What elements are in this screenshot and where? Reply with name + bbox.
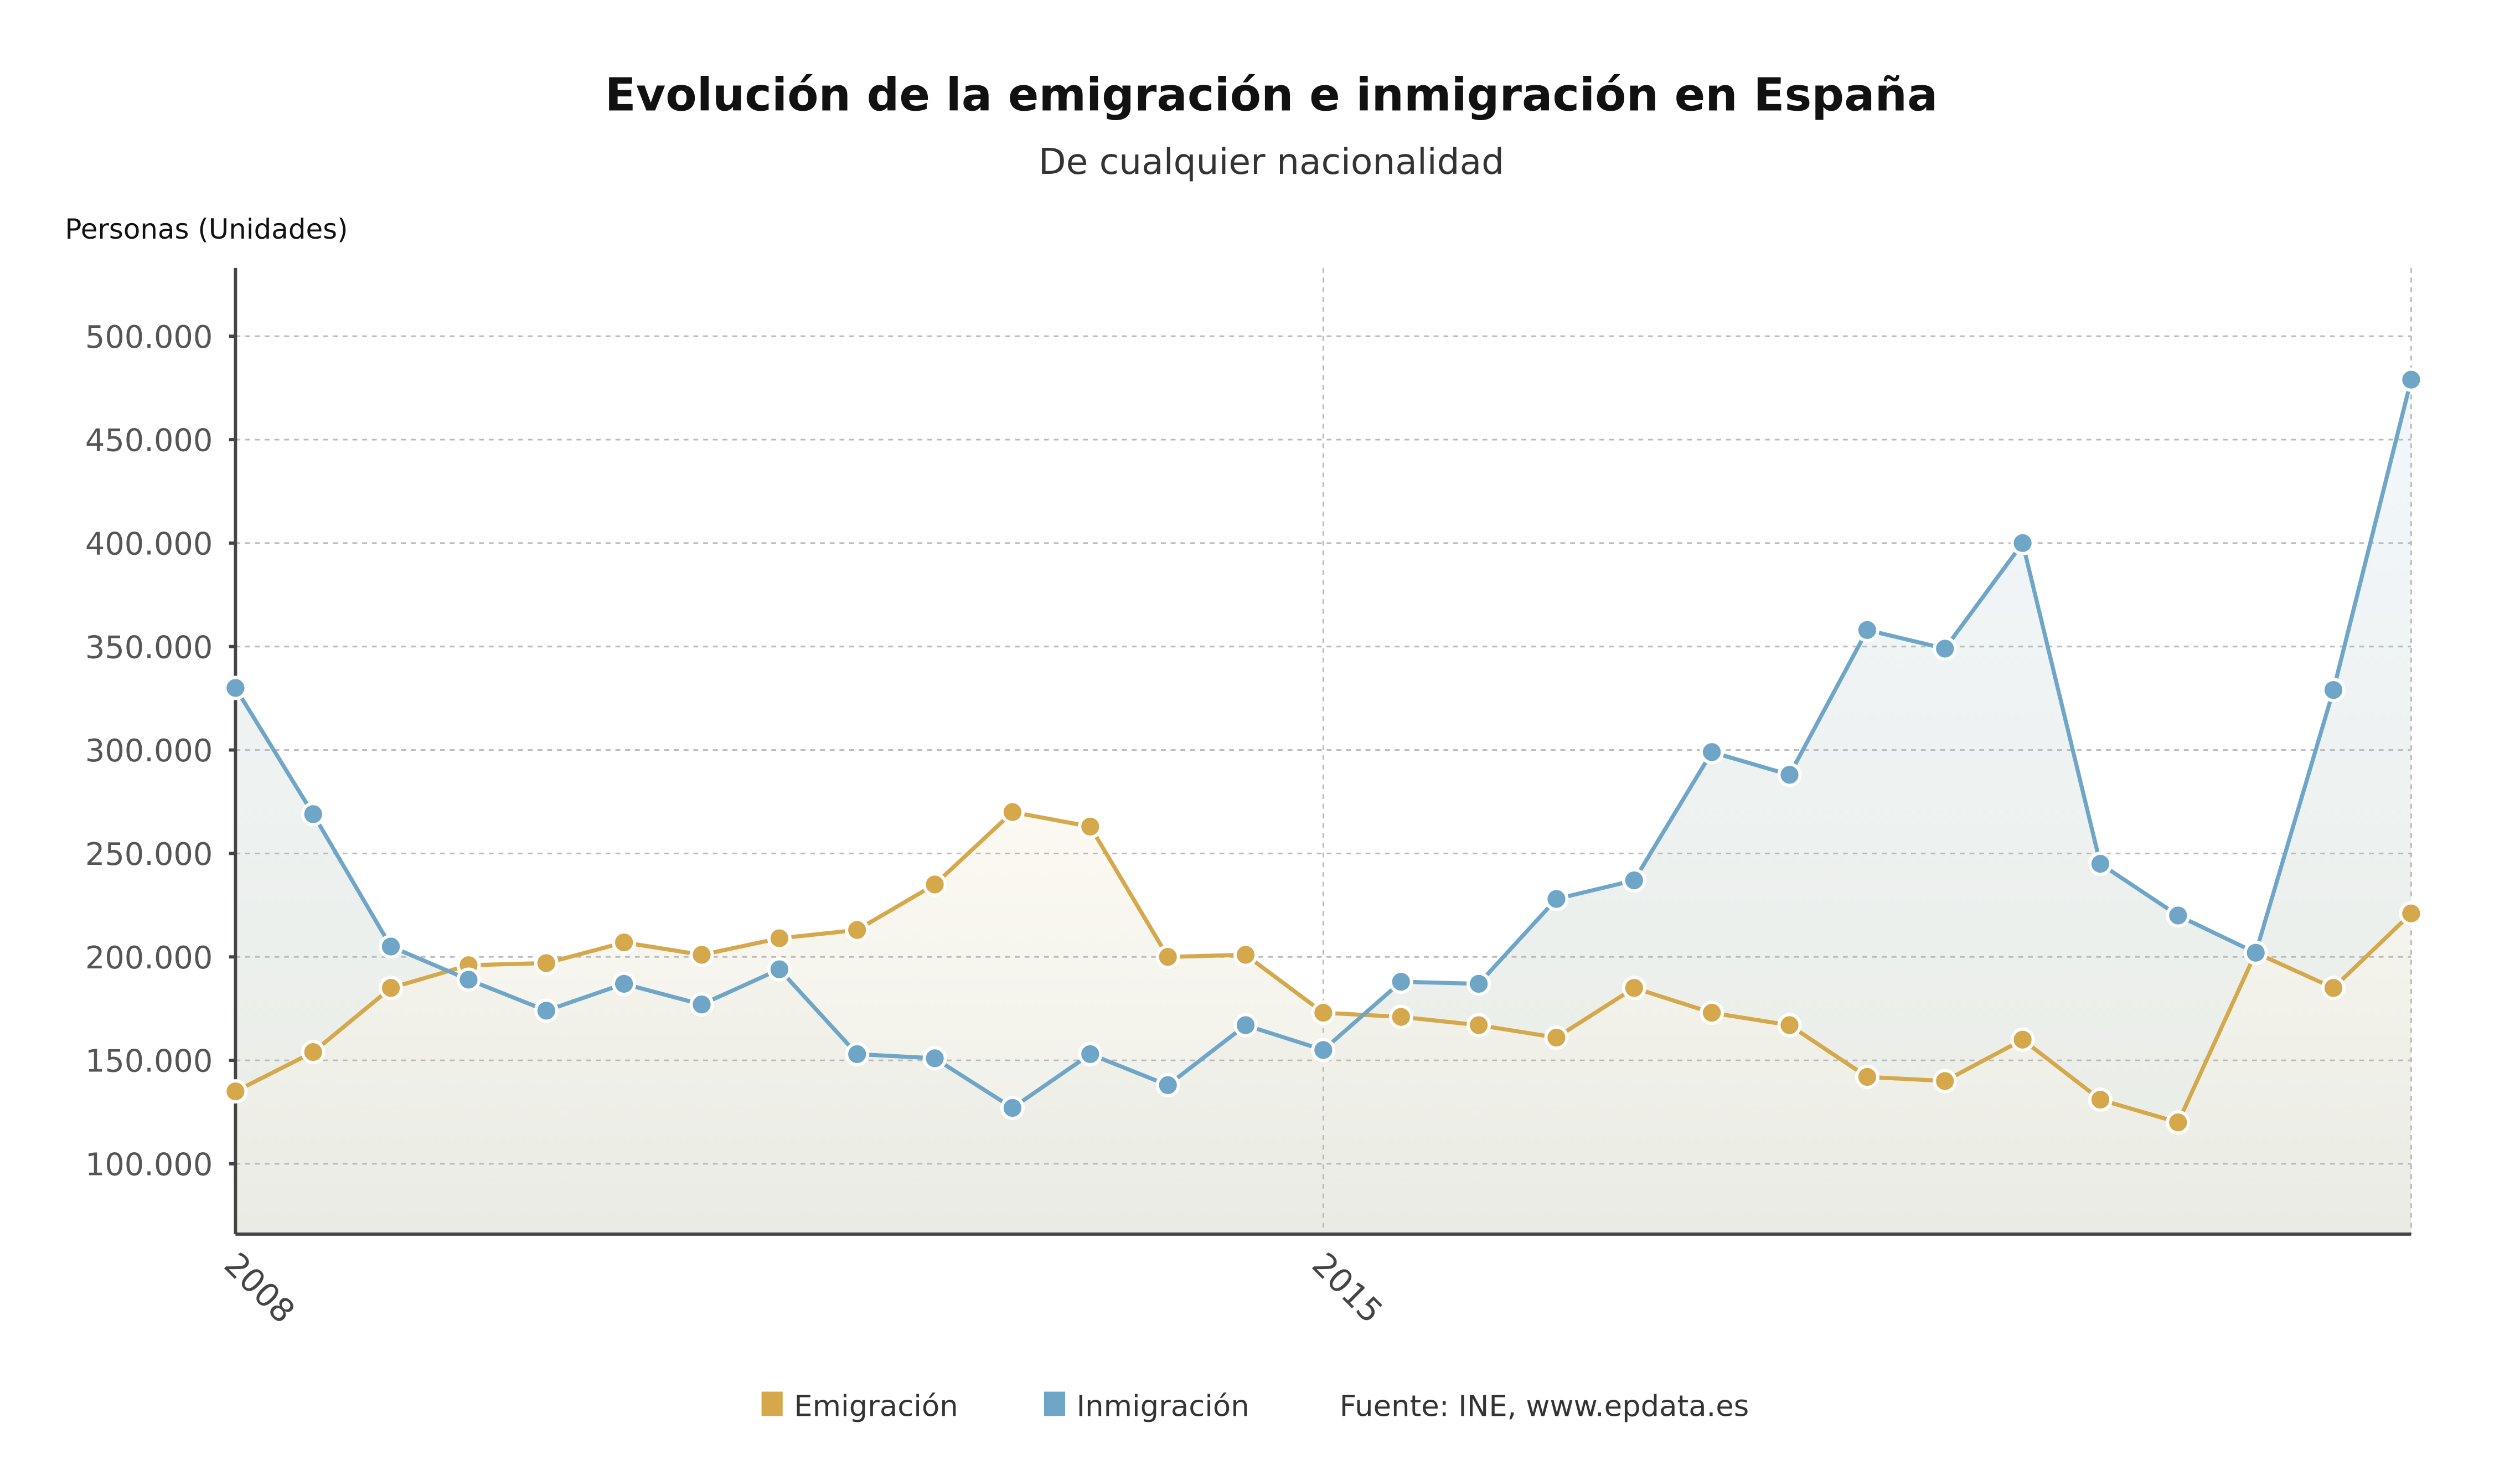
data-point-emigración — [1233, 942, 1258, 967]
data-point-emigración — [1777, 1013, 1802, 1038]
data-point-emigración — [1388, 1004, 1413, 1029]
data-point-emigración — [1700, 1001, 1724, 1025]
data-point-inmigración — [2321, 678, 2346, 703]
chart-title: Evolución de la emigración e inmigración… — [605, 69, 1938, 121]
data-point-inmigración — [301, 802, 326, 827]
legend-label-emigracion: Emigración — [794, 1389, 958, 1423]
data-point-emigración — [1933, 1069, 1958, 1094]
data-point-emigración — [2321, 976, 2346, 1001]
data-point-emigración — [767, 926, 792, 951]
legend-label-inmigracion: Inmigración — [1077, 1389, 1249, 1423]
data-point-inmigración — [2243, 940, 2268, 965]
legend: Emigración Inmigración Fuente: INE, www.… — [761, 1389, 1749, 1423]
data-point-emigración — [2010, 1027, 2035, 1052]
data-point-emigración — [689, 942, 714, 967]
data-point-inmigración — [456, 967, 481, 992]
data-point-inmigración — [1311, 1038, 1336, 1063]
y-tick-label: 200.000 — [85, 940, 213, 976]
data-point-inmigración — [2010, 530, 2035, 555]
data-point-inmigración — [612, 971, 637, 996]
data-point-inmigración — [2166, 903, 2191, 928]
data-point-inmigración — [223, 675, 248, 700]
data-point-emigración — [1466, 1013, 1491, 1038]
data-point-inmigración — [1700, 740, 1724, 765]
y-axis-label: Personas (Unidades) — [65, 213, 348, 245]
data-point-emigración — [379, 976, 404, 1001]
data-point-inmigración — [767, 957, 792, 982]
y-tick-label: 150.000 — [85, 1044, 213, 1080]
data-point-emigración — [2088, 1087, 2113, 1112]
x-tick-label: 2015 — [1305, 1245, 1390, 1331]
data-point-emigración — [1078, 814, 1103, 839]
data-point-inmigración — [922, 1046, 947, 1071]
data-point-inmigración — [1155, 1072, 1180, 1097]
y-tick-label: 450.000 — [85, 423, 213, 459]
data-point-inmigración — [1000, 1096, 1025, 1121]
data-point-emigración — [301, 1040, 326, 1065]
y-tick-label: 400.000 — [85, 526, 213, 562]
data-point-inmigración — [379, 934, 404, 959]
data-point-inmigración — [1388, 970, 1413, 994]
data-point-emigración — [223, 1079, 248, 1104]
data-point-emigración — [1622, 976, 1646, 1001]
legend-swatch-emigracion — [761, 1391, 783, 1416]
data-point-inmigración — [1544, 886, 1569, 911]
data-point-emigración — [1855, 1064, 1879, 1089]
data-point-emigración — [534, 951, 559, 976]
chart-subtitle: De cualquier nacionalidad — [1039, 141, 1504, 183]
data-point-inmigración — [689, 992, 714, 1017]
data-point-inmigración — [1855, 617, 1879, 642]
data-point-inmigración — [1777, 762, 1802, 787]
y-tick-label: 350.000 — [85, 630, 213, 666]
legend-swatch-inmigracion — [1044, 1391, 1066, 1416]
data-point-emigración — [612, 930, 637, 955]
data-point-emigración — [845, 917, 870, 942]
data-point-emigración — [2166, 1110, 2191, 1135]
data-point-inmigración — [2088, 852, 2113, 876]
data-point-emigración — [1311, 1001, 1336, 1025]
data-point-inmigración — [1622, 868, 1646, 893]
data-point-inmigración — [1933, 636, 1958, 661]
data-point-emigración — [1155, 945, 1180, 970]
data-point-emigración — [1544, 1025, 1569, 1050]
source-note: Fuente: INE, www.epdata.es — [1340, 1389, 1749, 1423]
data-point-emigración — [922, 872, 947, 897]
data-point-emigración — [2399, 901, 2424, 926]
y-tick-label: 100.000 — [85, 1147, 213, 1183]
data-point-inmigración — [2399, 367, 2424, 392]
data-point-inmigración — [845, 1041, 870, 1066]
data-point-inmigración — [1233, 1013, 1258, 1038]
data-point-inmigración — [534, 998, 559, 1023]
x-tick-label: 2008 — [217, 1245, 302, 1331]
data-point-emigración — [1000, 800, 1025, 824]
data-point-inmigración — [1078, 1041, 1103, 1066]
y-tick-label: 250.000 — [85, 837, 213, 873]
data-point-inmigración — [1466, 971, 1491, 996]
y-tick-label: 300.000 — [85, 733, 213, 769]
y-tick-label: 500.000 — [85, 319, 213, 355]
